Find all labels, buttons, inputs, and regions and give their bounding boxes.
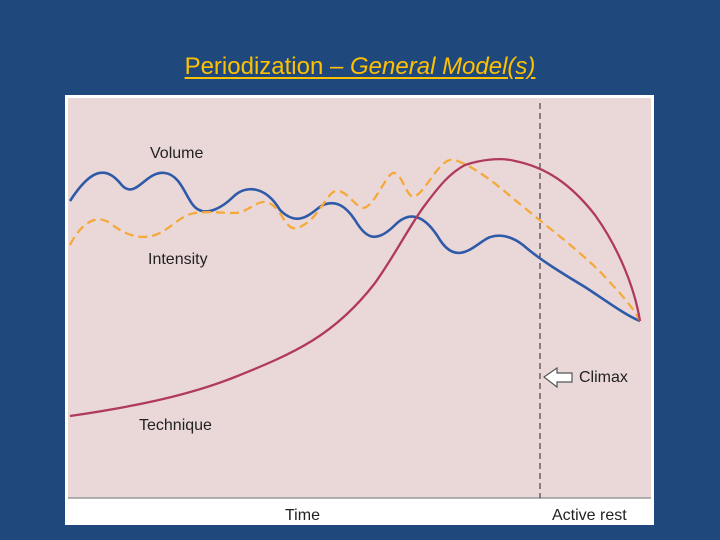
periodization-figure: Volume Intensity Technique Climax Time A…: [65, 95, 654, 525]
volume-label: Volume: [150, 145, 203, 162]
time-axis-label: Time: [285, 507, 320, 524]
technique-curve: [69, 158, 642, 418]
technique-label: Technique: [139, 417, 212, 434]
climax-label: Climax: [579, 369, 628, 386]
active-rest-label: Active rest: [552, 507, 627, 524]
volume-curve: [68, 171, 641, 323]
intensity-curve: [68, 158, 642, 322]
arrow-left-icon: [542, 366, 573, 389]
slide-title: Periodization – General Model(s): [0, 50, 720, 84]
plot-area: [68, 98, 651, 498]
periodization-diagram: Volume Intensity Technique Climax Time A…: [68, 98, 651, 524]
slide-title-italic: General Model(s): [350, 53, 536, 80]
intensity-label: Intensity: [148, 251, 208, 268]
slide-title-main: Periodization –: [184, 53, 351, 80]
